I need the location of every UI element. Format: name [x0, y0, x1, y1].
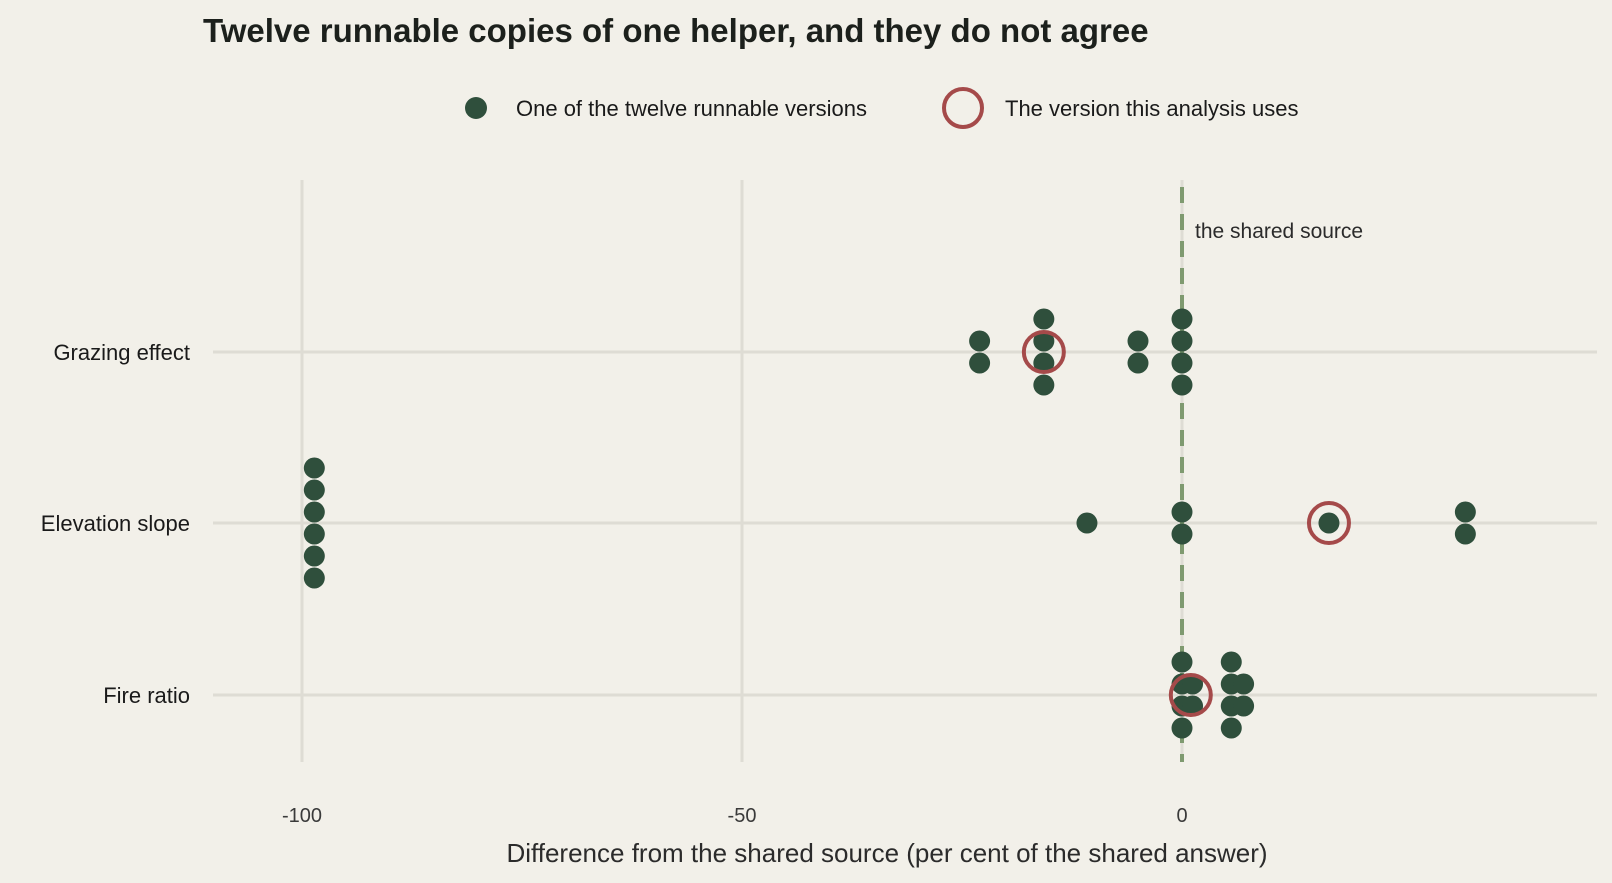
data-point: [1171, 352, 1193, 374]
analysis-version-marker: [1306, 501, 1351, 545]
reference-line-label: the shared source: [1195, 220, 1363, 243]
category-label: Grazing effect: [53, 340, 190, 365]
analysis-version-marker: [1021, 330, 1066, 374]
category-labels: Grazing effect Elevation slope Fire ratio: [41, 340, 190, 708]
data-point: [1033, 352, 1055, 374]
category-label: Elevation slope: [41, 511, 190, 536]
x-tick-label: -100: [282, 805, 322, 827]
highlight-circles: [1021, 330, 1351, 717]
data-point: [303, 567, 325, 589]
data-point: [1171, 374, 1193, 396]
data-point: [303, 501, 325, 523]
points: [303, 308, 1476, 739]
data-point: [1233, 673, 1255, 695]
legend: One of the twelve runnable versions The …: [465, 87, 1298, 129]
data-point: [1182, 695, 1204, 717]
legend-label-versions: One of the twelve runnable versions: [516, 96, 867, 121]
chart-title: Twelve runnable copies of one helper, an…: [203, 12, 1149, 49]
data-point: [303, 523, 325, 545]
data-point: [1182, 673, 1204, 695]
data-point: [969, 352, 991, 374]
x-tick-labels: -100 -50 0: [282, 805, 1188, 827]
data-point: [969, 330, 991, 352]
data-point: [1127, 330, 1149, 352]
x-tick-label: -50: [728, 805, 757, 827]
data-point: [303, 545, 325, 567]
analysis-version-marker: [1168, 673, 1213, 717]
data-point: [1454, 501, 1476, 523]
data-point: [303, 457, 325, 479]
legend-dot-marker: [465, 97, 487, 119]
data-point: [1220, 717, 1242, 739]
grid: [213, 180, 1597, 762]
data-point: [1127, 352, 1149, 374]
data-point: [1033, 374, 1055, 396]
x-axis-title: Difference from the shared source (per c…: [506, 838, 1267, 868]
data-point: [1171, 523, 1193, 545]
data-point: [1033, 308, 1055, 330]
reference-line-group: the shared source: [1180, 187, 1363, 762]
data-point: [1220, 651, 1242, 673]
category-label: Fire ratio: [103, 683, 190, 708]
data-point: [1171, 717, 1193, 739]
legend-open-circle-marker: [942, 87, 984, 129]
data-point: [1171, 308, 1193, 330]
x-tick-label: 0: [1176, 805, 1187, 827]
data-point: [1233, 695, 1255, 717]
data-point: [1171, 651, 1193, 673]
data-point: [1171, 330, 1193, 352]
data-point: [1033, 330, 1055, 352]
data-point: [1171, 501, 1193, 523]
data-point: [1076, 512, 1098, 534]
legend-label-analysis-version: The version this analysis uses: [1005, 96, 1298, 121]
data-point: [1454, 523, 1476, 545]
data-point: [1318, 512, 1340, 534]
data-point: [303, 479, 325, 501]
